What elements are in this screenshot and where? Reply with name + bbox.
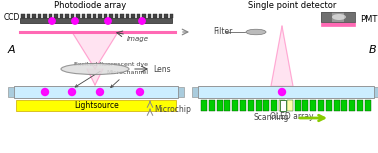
Text: A: A xyxy=(8,45,15,55)
Circle shape xyxy=(42,88,48,95)
Bar xyxy=(142,13,146,17)
Bar xyxy=(115,13,118,17)
Circle shape xyxy=(105,18,111,24)
Text: Single point detector: Single point detector xyxy=(248,1,336,10)
Text: Lens: Lens xyxy=(153,65,170,73)
Bar xyxy=(271,100,277,111)
Text: Microchip: Microchip xyxy=(154,106,191,114)
Bar xyxy=(147,13,151,17)
Bar xyxy=(20,17,172,22)
Bar xyxy=(349,100,355,111)
Bar xyxy=(37,13,41,17)
Text: Photodiode array: Photodiode array xyxy=(54,1,126,10)
Bar xyxy=(280,100,286,111)
Bar xyxy=(240,100,246,111)
Text: Filter: Filter xyxy=(213,28,232,37)
Bar xyxy=(341,100,347,111)
Text: OLED array: OLED array xyxy=(270,112,314,121)
Bar xyxy=(357,100,363,111)
Text: B: B xyxy=(369,45,376,55)
Circle shape xyxy=(49,18,55,24)
Bar xyxy=(54,13,57,17)
Bar xyxy=(225,100,231,111)
Bar xyxy=(321,12,355,22)
Bar xyxy=(158,13,162,17)
Text: Lightsource: Lightsource xyxy=(74,101,119,110)
Bar xyxy=(109,13,113,17)
Text: Image: Image xyxy=(127,36,149,42)
Bar xyxy=(14,86,178,98)
Bar xyxy=(198,86,374,98)
Bar xyxy=(302,100,308,111)
Bar xyxy=(279,100,285,111)
Bar xyxy=(65,13,68,17)
Bar xyxy=(104,13,107,17)
Bar xyxy=(82,13,85,17)
Bar xyxy=(232,100,238,111)
Text: Excited fluorescent dye: Excited fluorescent dye xyxy=(74,62,148,87)
Bar xyxy=(344,12,355,22)
Bar xyxy=(365,100,371,111)
Circle shape xyxy=(96,88,104,95)
Bar xyxy=(256,100,262,111)
Bar xyxy=(136,13,140,17)
Bar xyxy=(209,100,215,111)
Bar xyxy=(21,13,25,17)
Bar xyxy=(248,100,254,111)
Bar xyxy=(87,13,90,17)
Bar xyxy=(125,13,129,17)
Bar xyxy=(26,13,30,17)
Bar xyxy=(178,87,184,97)
Text: CCD: CCD xyxy=(4,13,20,22)
Circle shape xyxy=(139,18,145,24)
Text: PMT: PMT xyxy=(360,15,377,24)
Bar xyxy=(321,12,332,22)
Bar xyxy=(48,13,52,17)
Bar xyxy=(310,100,316,111)
Circle shape xyxy=(68,88,76,95)
Bar xyxy=(131,13,135,17)
Bar xyxy=(93,13,96,17)
Bar xyxy=(334,100,339,111)
Bar xyxy=(59,13,63,17)
Bar xyxy=(169,13,173,17)
Polygon shape xyxy=(87,69,103,85)
Bar xyxy=(318,100,324,111)
Bar xyxy=(98,13,102,17)
Bar xyxy=(120,13,124,17)
Bar xyxy=(217,100,223,111)
Circle shape xyxy=(279,88,285,95)
Bar xyxy=(294,100,301,111)
Bar xyxy=(321,22,355,26)
Bar xyxy=(76,13,79,17)
Circle shape xyxy=(72,18,78,24)
Ellipse shape xyxy=(246,29,266,35)
Polygon shape xyxy=(72,32,118,69)
Bar xyxy=(326,100,332,111)
Bar xyxy=(8,87,14,97)
Text: Scanning: Scanning xyxy=(253,114,288,123)
Bar xyxy=(374,87,378,97)
Bar xyxy=(32,13,36,17)
Bar xyxy=(43,13,46,17)
Bar xyxy=(16,100,176,111)
Bar xyxy=(263,100,270,111)
Text: Microchannel: Microchannel xyxy=(106,70,148,88)
Polygon shape xyxy=(271,26,293,86)
Bar xyxy=(153,13,156,17)
Ellipse shape xyxy=(332,14,346,20)
Bar xyxy=(201,100,207,111)
Bar xyxy=(71,13,74,17)
Ellipse shape xyxy=(61,63,129,75)
Circle shape xyxy=(136,88,144,95)
Bar xyxy=(164,13,167,17)
Bar xyxy=(192,87,198,97)
Bar xyxy=(287,100,293,111)
